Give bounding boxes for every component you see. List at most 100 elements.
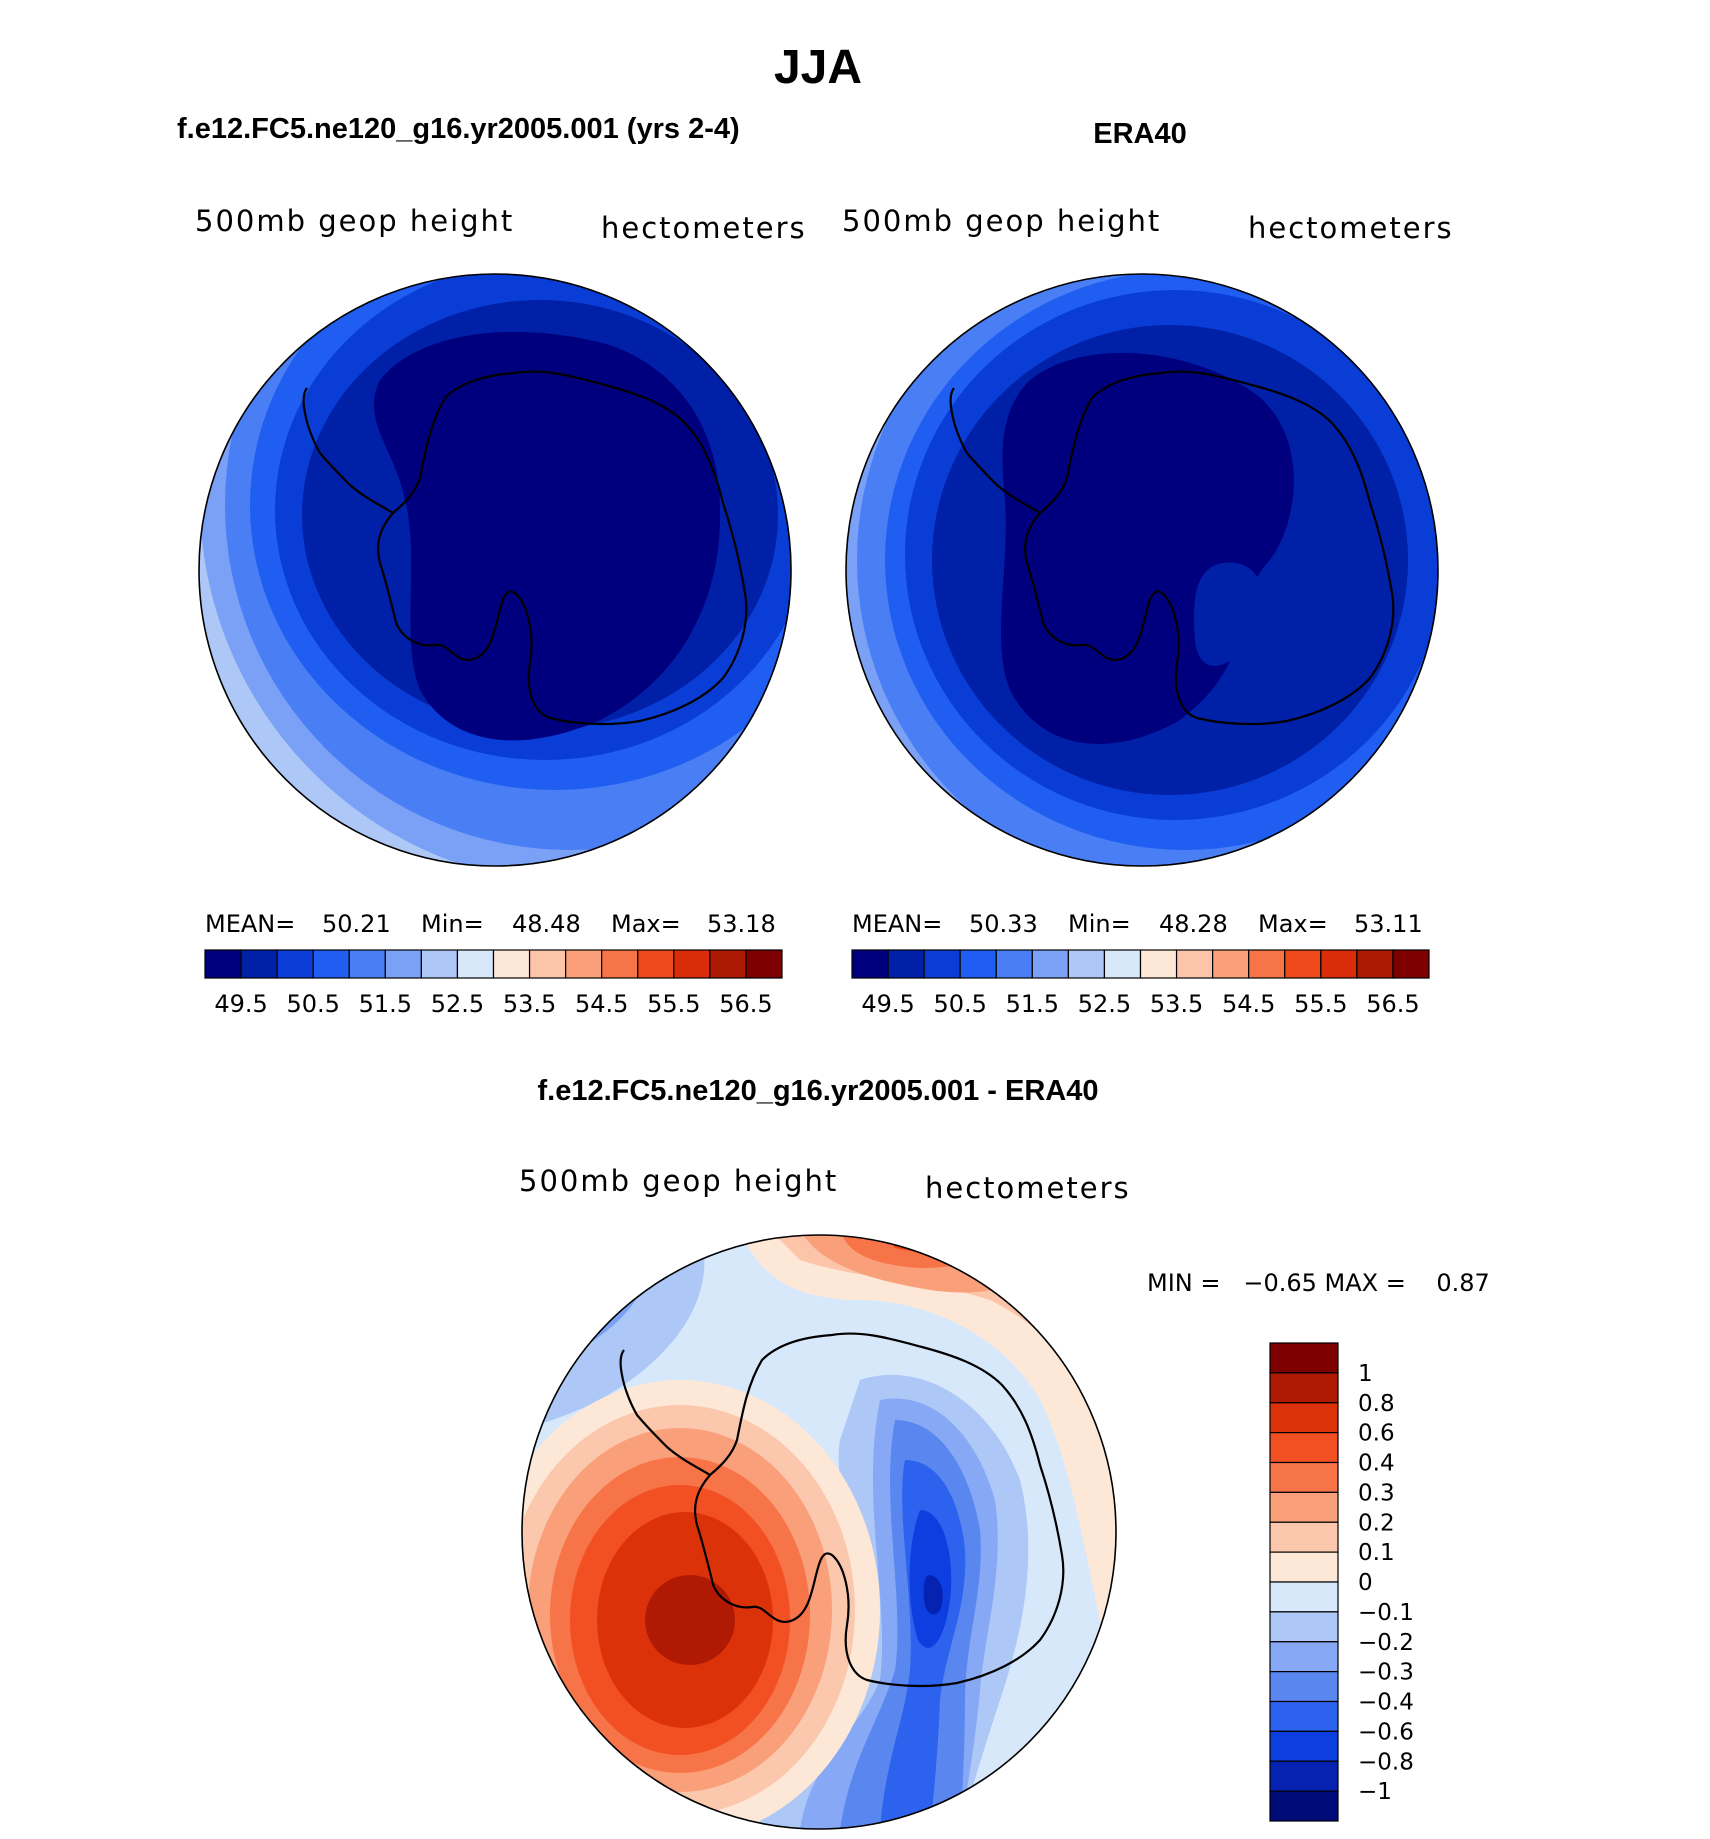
- colorbar-swatch: [204, 949, 242, 979]
- colorbar-swatch: [492, 949, 531, 979]
- panel-obs-units-label: hectometers: [1248, 211, 1454, 245]
- colorbar-swatch: [637, 949, 675, 979]
- panel-diff-title: f.e12.FC5.ne120_g16.yr2005.001 - ERA40: [537, 1075, 1098, 1107]
- colorbar-swatch: [1067, 949, 1106, 979]
- colorbar-swatch: [1392, 949, 1430, 979]
- stats-obs: MEAN= 50.33 Min= 48.28 Max= 53.11: [852, 910, 1423, 938]
- colorbar-swatch: [1269, 1790, 1339, 1822]
- colorbar-swatch: [565, 949, 603, 979]
- colorbar-swatch: [923, 949, 961, 979]
- map-outline-model: [198, 273, 792, 867]
- colorbar-swatch: [673, 949, 711, 979]
- colorbar-swatch: [1248, 949, 1286, 979]
- stats-min-label: Min=: [1068, 910, 1131, 938]
- colorbar-tick-label: 52.5: [1078, 990, 1131, 1018]
- colorbar-swatch: [745, 949, 783, 979]
- polar-map-difference: [522, 1235, 1116, 1829]
- colorbar-label: −0.1: [1358, 1600, 1414, 1626]
- colorbar-label: −0.3: [1358, 1660, 1414, 1686]
- stats-mean-value: 50.33: [969, 910, 1038, 938]
- colorbar-tick-label: 52.5: [431, 990, 484, 1018]
- colorbar-swatch: [1269, 1432, 1339, 1464]
- colorbar-swatch: [1284, 949, 1322, 979]
- panel-diff-variable-label: 500mb geop height: [519, 1164, 838, 1198]
- colorbar-swatch: [528, 949, 567, 979]
- colorbar-label: 0: [1358, 1570, 1373, 1596]
- colorbar-swatch: [240, 949, 278, 979]
- panel-obs: ERA40 500mb geop height hectometers MEAN…: [842, 118, 1454, 1018]
- colorbar-label: 0.1: [1358, 1540, 1395, 1566]
- colorbar-tick-label: 50.5: [933, 990, 986, 1018]
- colorbar-swatch: [1031, 949, 1069, 979]
- colorbar-tick-label: 49.5: [861, 990, 914, 1018]
- colorbar-swatch: [1269, 1581, 1339, 1613]
- colorbar-swatch: [1269, 1551, 1339, 1583]
- colorbar-tick-label: 53.5: [503, 990, 556, 1018]
- panel-model-title: f.e12.FC5.ne120_g16.yr2005.001 (yrs 2-4): [177, 113, 740, 145]
- colorbar-swatch: [1269, 1372, 1339, 1404]
- colorbar-swatch: [420, 949, 459, 979]
- stats-min-value: 48.48: [512, 910, 581, 938]
- colorbar-model: 49.5 50.5 51.5 52.5 53.5 54.5 55.5 56.5: [204, 949, 783, 1018]
- colorbar-tick-label: 56.5: [1366, 990, 1419, 1018]
- colorbar-swatch: [1356, 949, 1394, 979]
- map-outline-difference: [521, 1234, 1117, 1830]
- colorbar-swatch: [1269, 1521, 1339, 1553]
- colorbar-swatch: [1212, 949, 1250, 979]
- colorbar-swatch: [1269, 1641, 1339, 1673]
- colorbar-swatch: [384, 949, 422, 979]
- colorbar-swatch: [312, 949, 350, 979]
- map-outline-obs: [845, 273, 1439, 867]
- colorbar-swatch: [1139, 949, 1178, 979]
- stats-max-value: 53.11: [1354, 910, 1423, 938]
- colorbar-swatch: [709, 949, 747, 979]
- colorbar-tick-label: 51.5: [359, 990, 412, 1018]
- colorbar-label: 0.3: [1358, 1480, 1395, 1506]
- colorbar-swatch: [601, 949, 639, 979]
- stats-mean-label: MEAN=: [205, 910, 295, 938]
- colorbar-tick-label: 55.5: [1294, 990, 1347, 1018]
- colorbar-tick-label: 55.5: [647, 990, 700, 1018]
- colorbar-swatch: [276, 949, 314, 979]
- stats-model: MEAN= 50.21 Min= 48.48 Max= 53.18: [205, 910, 776, 938]
- colorbar-label: 1: [1358, 1361, 1373, 1387]
- stats-min-label: Min=: [421, 910, 484, 938]
- colorbar-label: −0.6: [1358, 1719, 1414, 1745]
- stats-max-label: Max=: [1258, 910, 1328, 938]
- colorbar-swatch: [1269, 1671, 1339, 1703]
- stats-mean-value: 50.21: [322, 910, 391, 938]
- panel-model-units-label: hectometers: [601, 211, 807, 245]
- colorbar-tick-label: 51.5: [1006, 990, 1059, 1018]
- polar-map-obs: [846, 274, 1438, 866]
- colorbar-swatch: [995, 949, 1033, 979]
- colorbar-label: −1: [1358, 1779, 1392, 1805]
- colorbar-tick-label: 50.5: [286, 990, 339, 1018]
- colorbar-swatch: [1320, 949, 1358, 979]
- colorbar-swatch: [348, 949, 386, 979]
- colorbar-label: −0.2: [1358, 1630, 1414, 1656]
- colorbar-swatch: [1269, 1760, 1339, 1792]
- colorbar-swatch: [1269, 1461, 1339, 1493]
- main-title: JJA: [774, 41, 862, 94]
- colorbar-label: −0.8: [1358, 1749, 1414, 1775]
- colorbar-swatch: [1269, 1402, 1339, 1434]
- colorbar-label: 0.8: [1358, 1391, 1395, 1417]
- colorbar-label: 0.2: [1358, 1510, 1395, 1536]
- colorbar-swatch: [456, 949, 495, 979]
- colorbar-swatch: [1269, 1342, 1339, 1374]
- diff-range-text: MIN = −0.65 MAX = 0.87: [1147, 1269, 1490, 1297]
- colorbar-tick-label: 54.5: [575, 990, 628, 1018]
- colorbar-tick-label: 49.5: [214, 990, 267, 1018]
- panel-difference: f.e12.FC5.ne120_g16.yr2005.001 - ERA40 5…: [519, 1075, 1490, 1830]
- panel-obs-variable-label: 500mb geop height: [842, 204, 1161, 238]
- colorbar-obs: 49.5 50.5 51.5 52.5 53.5 54.5 55.5 56.5: [851, 949, 1430, 1018]
- colorbar-tick-label: 54.5: [1222, 990, 1275, 1018]
- colorbar-swatch: [887, 949, 925, 979]
- stats-max-value: 53.18: [707, 910, 776, 938]
- colorbar-difference: 1 0.8 0.6 0.4 0.3 0.2 0.1 0 −0.1 −0.2 −0.3 −0.4 −0.6…: [1269, 1342, 1414, 1822]
- panel-obs-title: ERA40: [1093, 118, 1187, 150]
- colorbar-tick-label: 56.5: [719, 990, 772, 1018]
- stats-mean-label: MEAN=: [852, 910, 942, 938]
- stats-min-value: 48.28: [1159, 910, 1228, 938]
